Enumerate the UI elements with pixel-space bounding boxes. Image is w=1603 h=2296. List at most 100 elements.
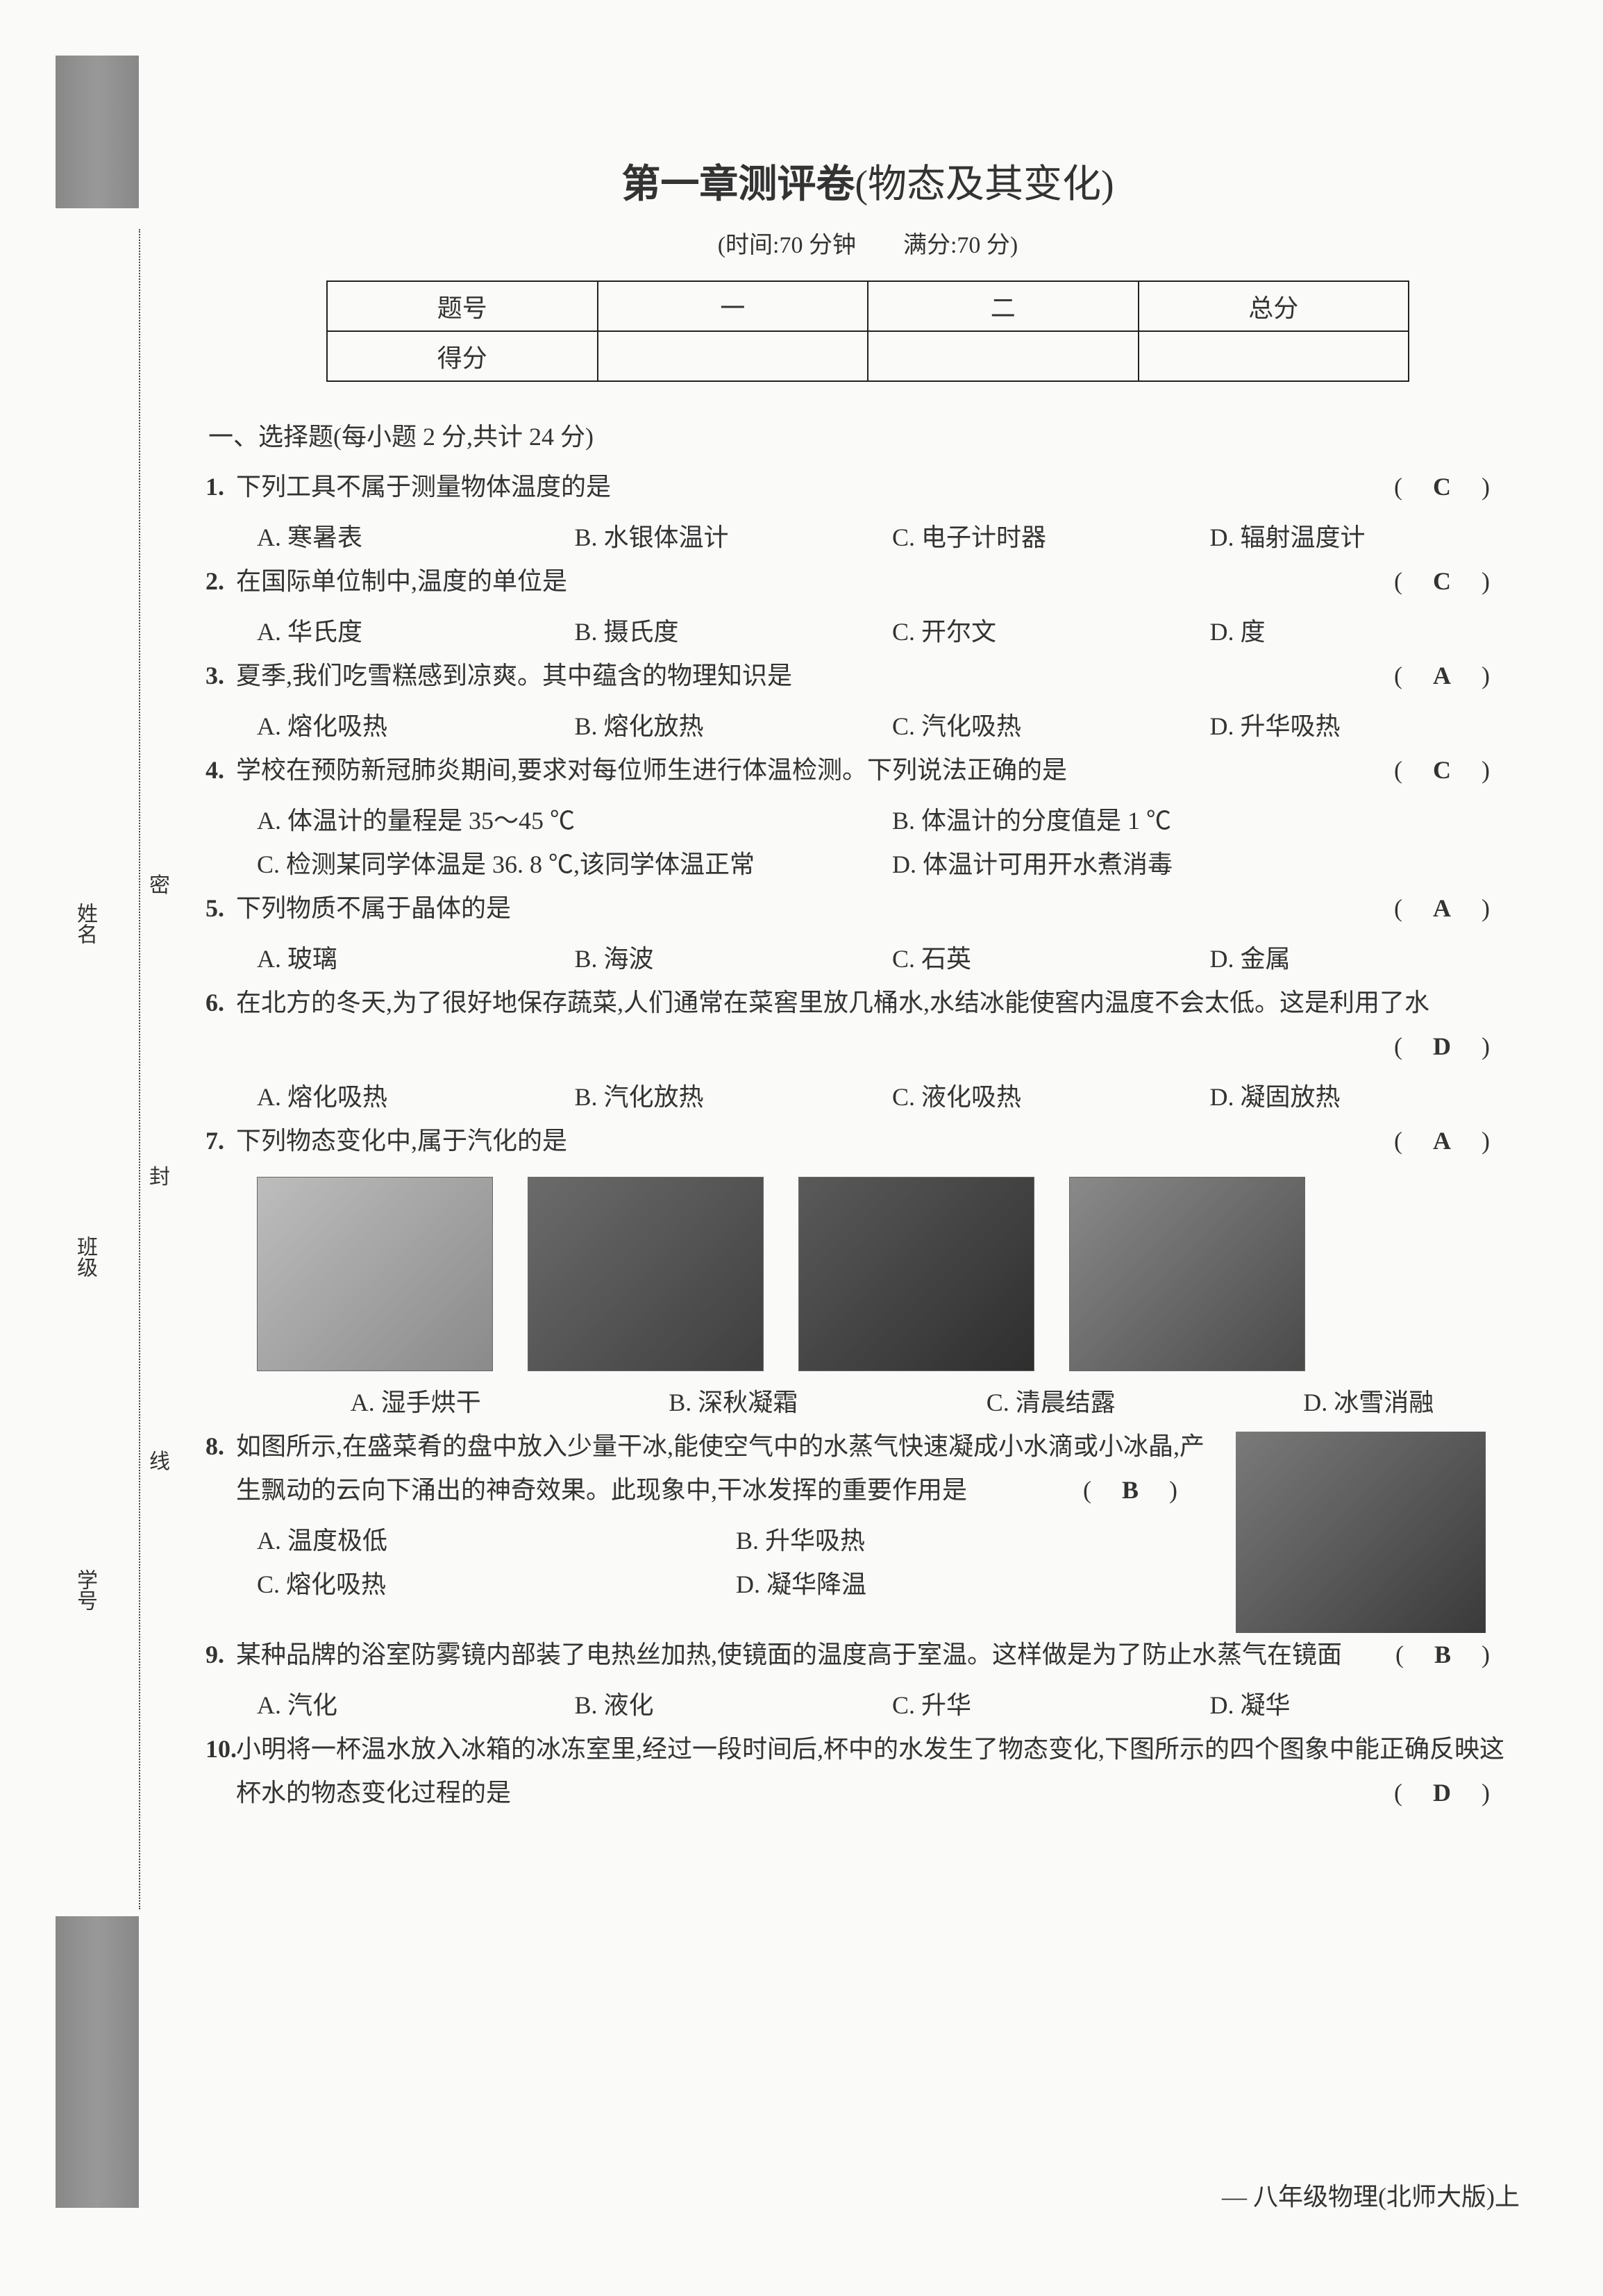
score-header: 总分 <box>1139 281 1409 331</box>
option: C. 汽化吸热 <box>892 705 1210 748</box>
seal-char-feng: 封 <box>149 1159 170 1190</box>
option: C. 电子计时器 <box>892 516 1210 560</box>
option: C. 升华 <box>892 1684 1210 1727</box>
option: A. 寒暑表 <box>257 516 575 560</box>
page: 姓名 班级 学号 密 封 线 第一章测评卷(物态及其变化) (时间:70 分钟 … <box>0 0 1603 2296</box>
option: C. 熔化吸热 <box>257 1563 736 1607</box>
options-row: A. 汽化 B. 液化 C. 升华 D. 凝华 <box>257 1684 1527 1727</box>
answer-blank: ( D ) <box>1394 1771 1493 1815</box>
option-images-row <box>257 1177 1527 1371</box>
question: 1. 下列工具不属于测量物体温度的是 ( C ) <box>236 465 1527 509</box>
score-header: 一 <box>598 281 868 331</box>
options-row: A. 熔化吸热 B. 汽化放热 C. 液化吸热 D. 凝固放热 <box>257 1075 1527 1119</box>
score-cell <box>868 331 1139 381</box>
table-row: 得分 <box>327 331 1409 381</box>
question-figure <box>1236 1432 1486 1633</box>
question-stem: 下列物态变化中,属于汽化的是 <box>236 1127 567 1155</box>
content-area: 第一章测评卷(物态及其变化) (时间:70 分钟 满分:70 分) 题号 一 二… <box>208 153 1527 1822</box>
option: A. 熔化吸热 <box>257 705 575 748</box>
margin-label-id: 学号 <box>69 1569 100 1611</box>
question: 6. 在北方的冬天,为了很好地保存蔬菜,人们通常在菜窖里放几桶水,水结冰能使窖内… <box>236 981 1527 1069</box>
answer-letter: D <box>1433 1779 1454 1807</box>
score-header: 题号 <box>327 281 598 331</box>
option-image <box>798 1177 1034 1371</box>
option: A. 湿手烘干 <box>257 1381 575 1425</box>
question: 3. 夏季,我们吃雪糕感到凉爽。其中蕴含的物理知识是 ( A ) <box>236 654 1527 698</box>
seal-char-mi: 密 <box>149 868 170 898</box>
option: A. 体温计的量程是 35～45 ℃ <box>257 799 892 843</box>
answer-blank: ( C ) <box>1394 465 1493 509</box>
title-main: 第一章测评卷 <box>621 162 855 206</box>
seal-line-rail <box>139 229 181 1909</box>
option: C. 液化吸热 <box>892 1075 1210 1119</box>
answer-letter: B <box>1122 1476 1141 1504</box>
option: D. 辐射温度计 <box>1210 516 1528 560</box>
question: 10. 小明将一杯温水放入冰箱的冰冻室里,经过一段时间后,杯中的水发生了物态变化… <box>236 1727 1527 1815</box>
option: A. 汽化 <box>257 1684 575 1727</box>
binding-decoration-bottom <box>56 1916 139 2208</box>
option: D. 度 <box>1210 610 1528 654</box>
option: D. 凝华 <box>1210 1684 1528 1727</box>
page-title: 第一章测评卷(物态及其变化) <box>208 153 1527 209</box>
question: 7. 下列物态变化中,属于汽化的是 ( A ) <box>236 1119 1527 1163</box>
option: C. 石英 <box>892 937 1210 981</box>
answer-letter: A <box>1433 662 1454 689</box>
question-stem: 在北方的冬天,为了很好地保存蔬菜,人们通常在菜窖里放几桶水,水结冰能使窖内温度不… <box>236 989 1429 1016</box>
option-image <box>257 1177 493 1371</box>
question-stem: 学校在预防新冠肺炎期间,要求对每位师生进行体温检测。下列说法正确的是 <box>236 756 1067 784</box>
score-label: 得分 <box>327 331 598 381</box>
question-number: 9. <box>205 1633 224 1677</box>
options-row: A. 温度极低 B. 升华吸热 C. 熔化吸热 D. 凝华降温 <box>257 1519 1215 1607</box>
option: C. 清晨结露 <box>892 1381 1210 1425</box>
option: B. 摄氏度 <box>575 610 893 654</box>
option-image <box>1069 1177 1305 1371</box>
answer-letter: C <box>1433 473 1454 501</box>
question-number: 2. <box>205 560 224 603</box>
option: B. 液化 <box>575 1684 893 1727</box>
answer-letter: A <box>1433 894 1454 922</box>
option: B. 水银体温计 <box>575 516 893 560</box>
answer-letter: B <box>1434 1641 1454 1668</box>
option: D. 金属 <box>1210 937 1528 981</box>
margin-label-name: 姓名 <box>69 903 100 944</box>
question: 9. 某种品牌的浴室防雾镜内部装了电热丝加热,使镜面的温度高于室温。这样做是为了… <box>236 1633 1527 1677</box>
question-stem: 在国际单位制中,温度的单位是 <box>236 567 567 595</box>
option: B. 升华吸热 <box>736 1519 1215 1563</box>
answer-blank: ( C ) <box>1394 560 1493 603</box>
question-number: 4. <box>205 748 224 792</box>
answer-blank: ( B ) <box>1395 1633 1493 1677</box>
option: A. 华氏度 <box>257 610 575 654</box>
option: A. 熔化吸热 <box>257 1075 575 1119</box>
options-row: A. 熔化吸热 B. 熔化放热 C. 汽化吸热 D. 升华吸热 <box>257 705 1527 748</box>
option: D. 冰雪消融 <box>1210 1381 1528 1425</box>
question: 2. 在国际单位制中,温度的单位是 ( C ) <box>236 560 1527 603</box>
option: A. 温度极低 <box>257 1519 736 1563</box>
section-heading: 一、选择题(每小题 2 分,共计 24 分) <box>208 417 1527 453</box>
question-stem: 夏季,我们吃雪糕感到凉爽。其中蕴含的物理知识是 <box>236 662 792 689</box>
option: B. 汽化放热 <box>575 1075 893 1119</box>
options-row: A. 寒暑表 B. 水银体温计 C. 电子计时器 D. 辐射温度计 <box>257 516 1527 560</box>
question: 8. 如图所示,在盛菜肴的盘中放入少量干冰,能使空气中的水蒸气快速凝成小水滴或小… <box>236 1425 1215 1512</box>
answer-blank: ( C ) <box>1394 748 1493 792</box>
option: B. 熔化放热 <box>575 705 893 748</box>
score-table: 题号 一 二 总分 得分 <box>326 280 1409 382</box>
option: D. 凝华降温 <box>736 1563 1215 1607</box>
answer-blank: ( A ) <box>1394 1119 1493 1163</box>
answer-letter: C <box>1433 756 1454 784</box>
options-row: A. 华氏度 B. 摄氏度 C. 开尔文 D. 度 <box>257 610 1527 654</box>
binding-decoration-top <box>56 56 139 208</box>
option: B. 体温计的分度值是 1 ℃ <box>892 799 1527 843</box>
score-cell <box>1139 331 1409 381</box>
options-row: A. 湿手烘干 B. 深秋凝霜 C. 清晨结露 D. 冰雪消融 <box>257 1381 1527 1425</box>
option: C. 开尔文 <box>892 610 1210 654</box>
question-number: 6. <box>205 981 224 1025</box>
option: D. 体温计可用开水煮消毒 <box>892 843 1527 887</box>
margin-label-class: 班级 <box>69 1236 100 1277</box>
question: 4. 学校在预防新冠肺炎期间,要求对每位师生进行体温检测。下列说法正确的是 ( … <box>236 748 1527 792</box>
options-row: A. 体温计的量程是 35～45 ℃ B. 体温计的分度值是 1 ℃ C. 检测… <box>257 799 1527 887</box>
question-stem: 某种品牌的浴室防雾镜内部装了电热丝加热,使镜面的温度高于室温。这样做是为了防止水… <box>236 1641 1342 1668</box>
question-number: 8. <box>205 1425 224 1468</box>
question-number: 5. <box>205 887 224 930</box>
answer-letter: D <box>1433 1032 1454 1060</box>
question-stem: 如图所示,在盛菜肴的盘中放入少量干冰,能使空气中的水蒸气快速凝成小水滴或小冰晶,… <box>236 1432 1205 1504</box>
